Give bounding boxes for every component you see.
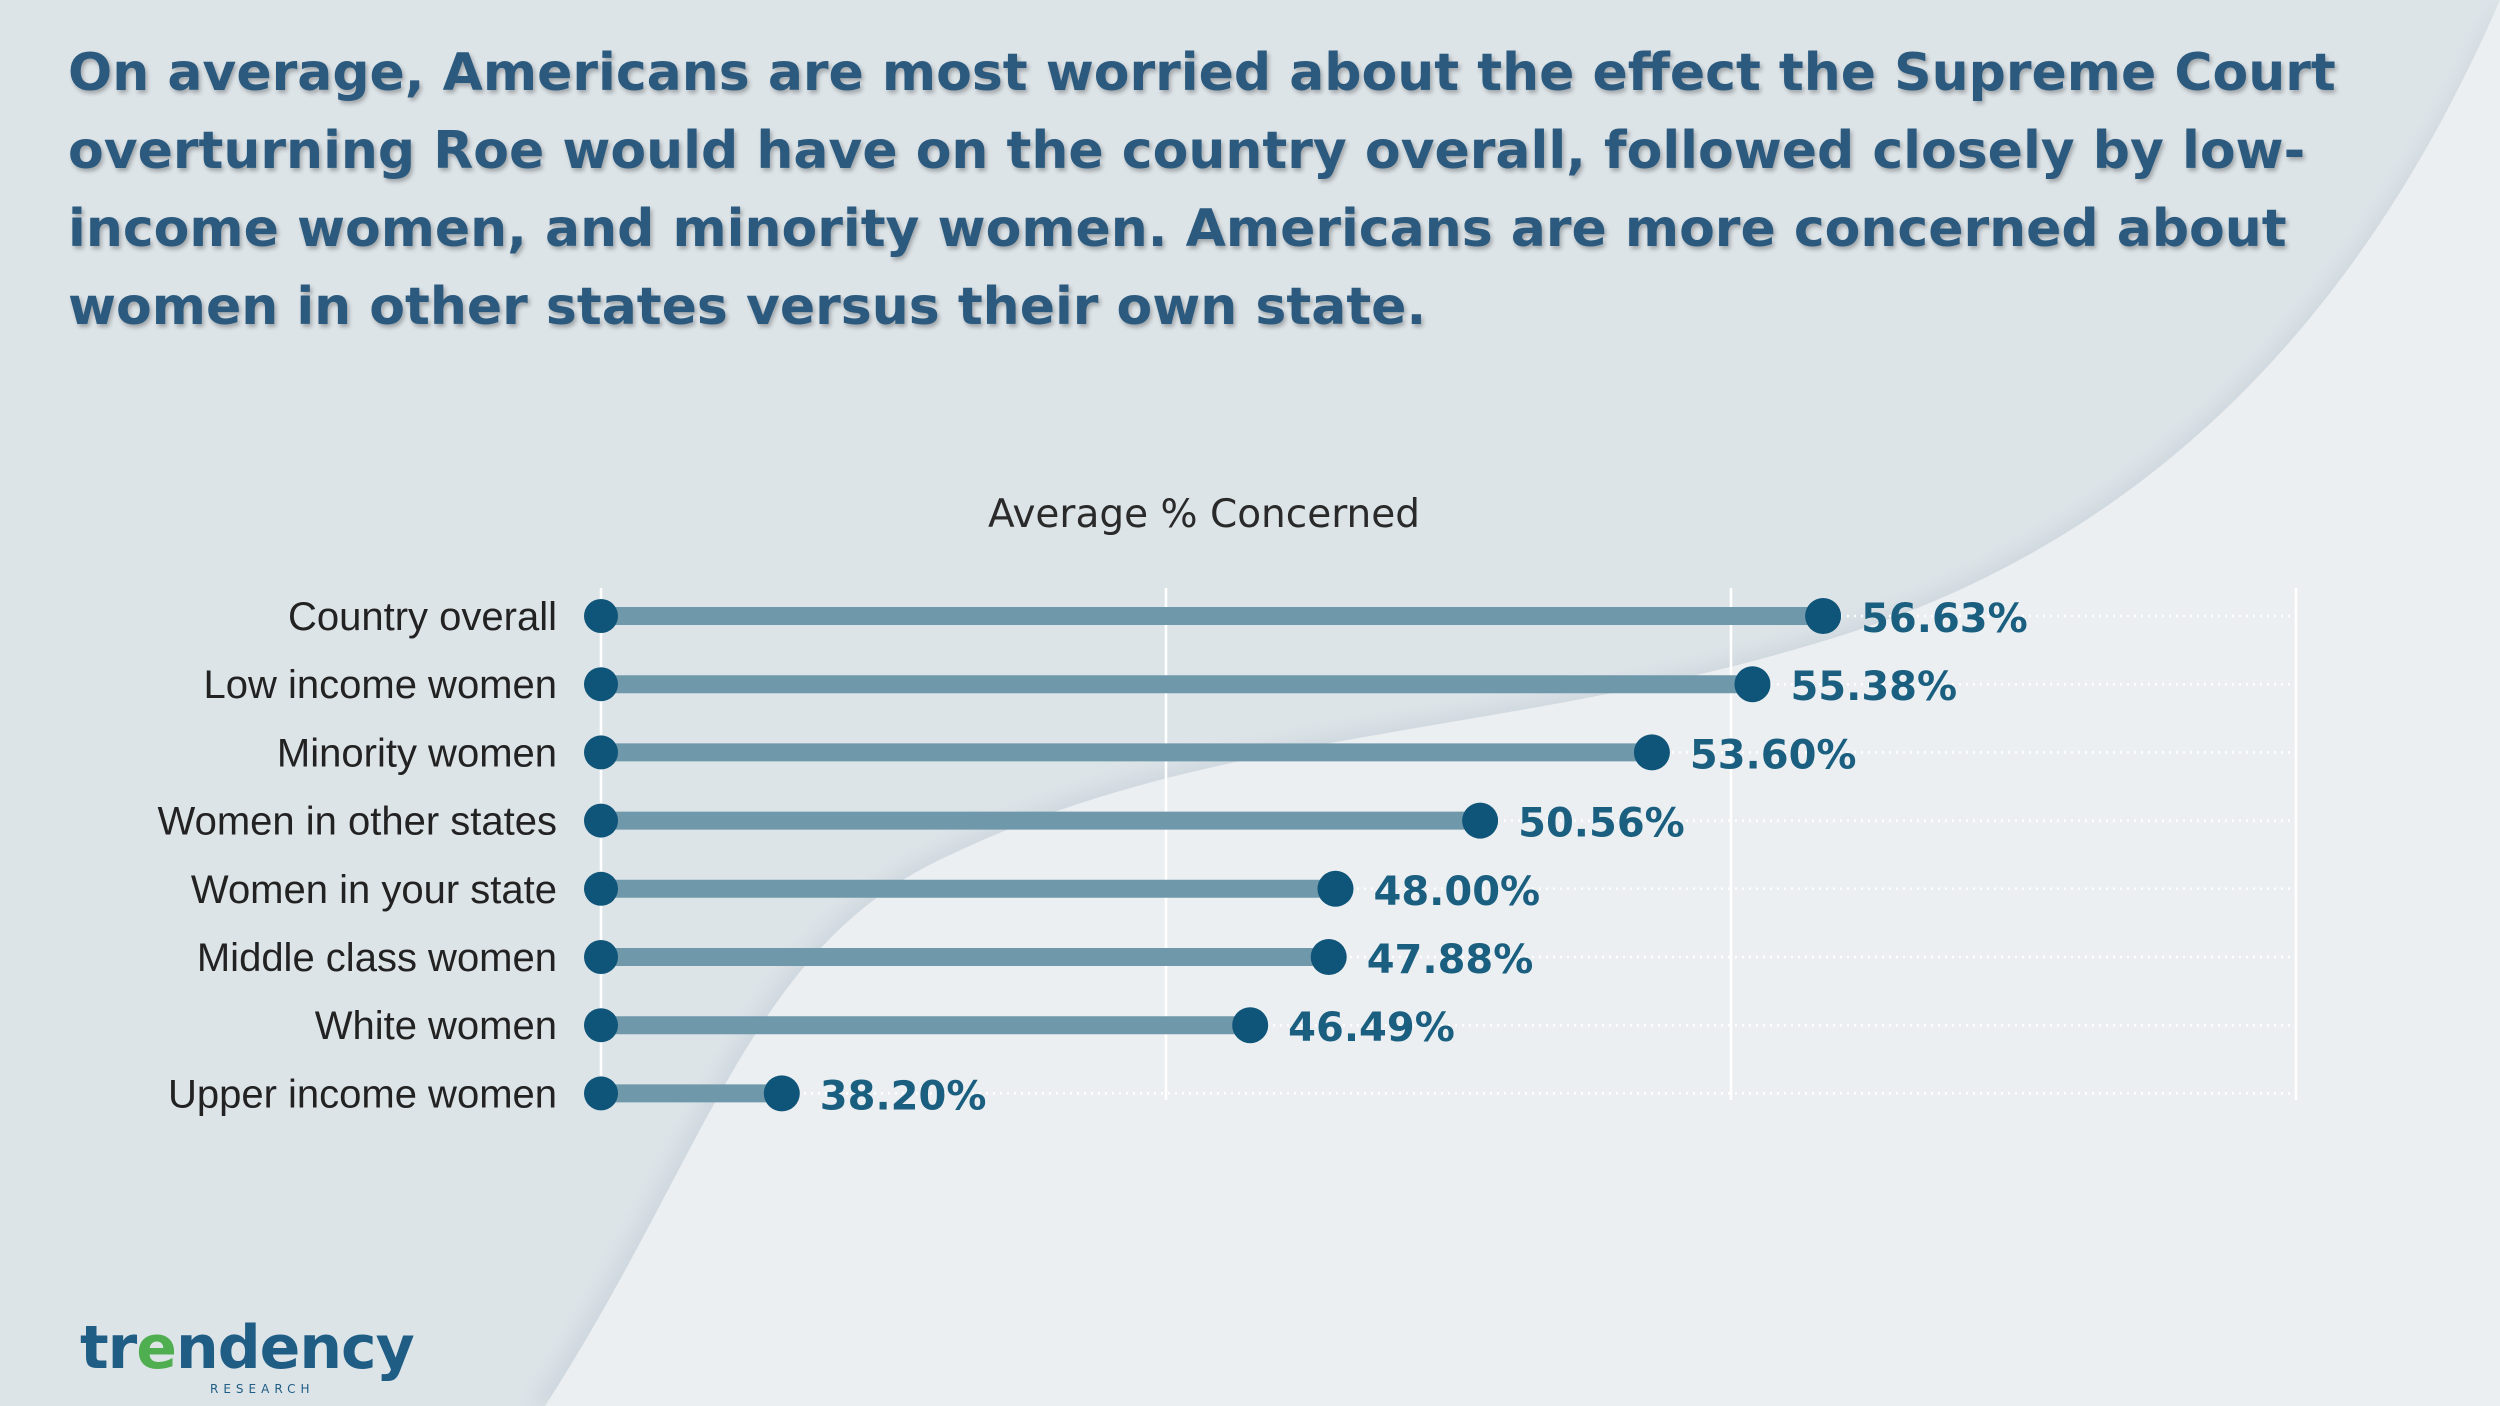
- dumbbell-start-point: [584, 735, 618, 770]
- dumbbell-start-point: [584, 803, 618, 838]
- value-label: 56.63%: [1861, 596, 2028, 642]
- chart-title: Average % Concerned: [987, 492, 1421, 537]
- trendency-logo: trendency: [80, 1318, 415, 1378]
- dumbbell-end-point: [1805, 598, 1842, 634]
- dumbbell-end-point: [1310, 939, 1347, 975]
- category-label: Minority women: [277, 731, 557, 775]
- category-label: Upper income women: [168, 1072, 557, 1116]
- dumbbell-start-point: [584, 1076, 618, 1111]
- dumbbell-end-point: [1317, 870, 1354, 907]
- dumbbell-end-point: [1462, 802, 1499, 839]
- headline: On average, Americans are most worried a…: [68, 43, 2336, 337]
- category-label: Middle class women: [197, 936, 557, 980]
- value-label: 47.88%: [1367, 937, 1534, 983]
- dumbbell-end-point: [1734, 666, 1771, 703]
- value-label: 46.49%: [1288, 1005, 1455, 1051]
- category-label: Low income women: [204, 663, 558, 707]
- category-label: Women in your state: [191, 868, 557, 912]
- category-label: White women: [315, 1004, 557, 1048]
- value-label: 48.00%: [1374, 869, 1541, 915]
- dumbbell-start-point: [584, 871, 618, 906]
- dumbbell-end-point: [1633, 734, 1670, 771]
- logo-subtitle: RESEARCH: [210, 1382, 315, 1396]
- logo-accent: e: [136, 1313, 177, 1383]
- value-label: 53.60%: [1690, 732, 1857, 778]
- value-label: 50.56%: [1518, 801, 1685, 847]
- dumbbell-start-point: [584, 599, 618, 633]
- category-label: Country overall: [288, 595, 557, 639]
- dumbbell-start-point: [584, 667, 618, 702]
- value-label: 55.38%: [1790, 664, 1957, 710]
- dumbbell-end-point: [1232, 1007, 1269, 1044]
- dumbbell-end-point: [763, 1075, 800, 1112]
- dumbbell-start-point: [584, 1008, 618, 1043]
- logo-prefix: tr: [80, 1313, 137, 1383]
- dumbbell-start-point: [584, 940, 618, 974]
- value-label: 38.20%: [820, 1073, 987, 1119]
- logo-suffix: ndency: [175, 1313, 415, 1383]
- category-label: Women in other states: [158, 800, 557, 844]
